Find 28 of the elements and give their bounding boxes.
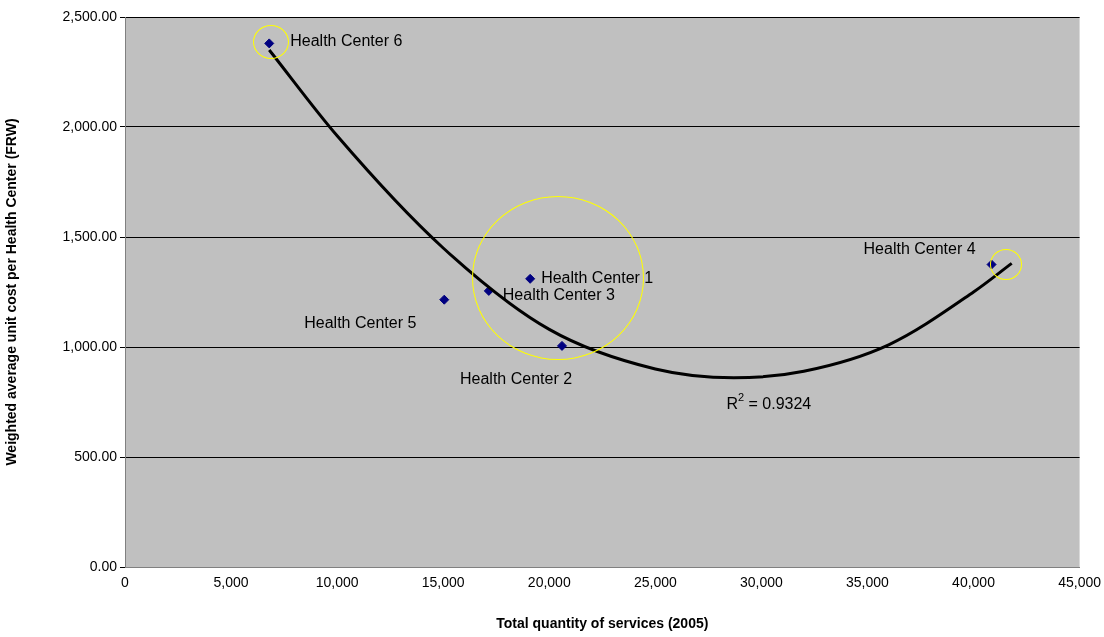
point bbox=[439, 294, 450, 305]
y-axis-title: Weighted average unit cost per Health Center (FRW) bbox=[3, 118, 20, 466]
point bbox=[556, 340, 567, 351]
y-tick-label: 1,500.00 bbox=[62, 227, 118, 244]
x-tick-label: 45,000 bbox=[1058, 574, 1102, 591]
x-tick-label: 30,000 bbox=[739, 574, 784, 591]
y-tick-label: 0.00 bbox=[89, 557, 118, 574]
x-tick-label: 15,000 bbox=[421, 574, 465, 591]
y-tick-label: 2,000.00 bbox=[62, 117, 118, 134]
x-tick-label: 10,000 bbox=[315, 574, 359, 591]
x-tick-label: 40,000 bbox=[952, 574, 996, 591]
series-label: Health Center 1 bbox=[541, 269, 654, 287]
y-tick-label: 2,500.00 bbox=[62, 7, 118, 24]
point bbox=[525, 273, 536, 284]
x-tick-label: 0 bbox=[121, 574, 130, 591]
series-label: Health Center 4 bbox=[863, 239, 976, 257]
x-tick-label: 25,000 bbox=[633, 574, 677, 591]
x-tick-label: 5,000 bbox=[213, 574, 249, 591]
series-label: Health Center 6 bbox=[290, 31, 403, 49]
series-label: Health Center 5 bbox=[304, 314, 417, 332]
series-label: Health Center 3 bbox=[502, 286, 615, 304]
x-tick-label: 35,000 bbox=[846, 574, 890, 591]
point bbox=[264, 38, 275, 49]
x-tick-label: 20,000 bbox=[527, 574, 571, 591]
series-label: Health Center 2 bbox=[459, 370, 573, 388]
x-axis-title: Total quantity of services (2005) bbox=[496, 615, 709, 632]
y-tick-label: 500.00 bbox=[74, 447, 118, 464]
y-tick-label: 1,000.00 bbox=[62, 337, 118, 354]
